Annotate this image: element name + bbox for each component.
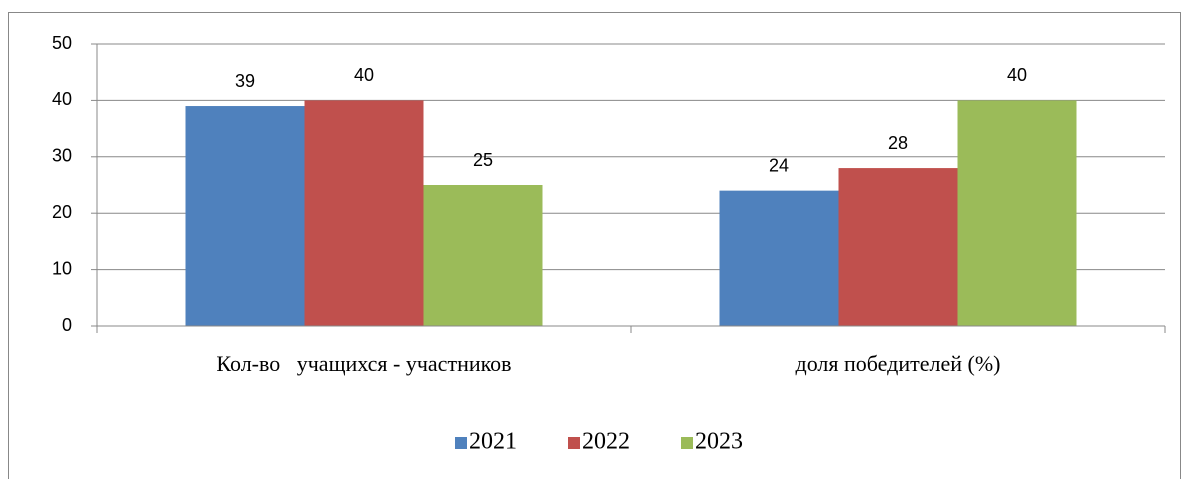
x-tick-label: Кол-во учащихся - участников [216, 351, 511, 376]
data-label: 40 [354, 65, 374, 85]
legend-swatch [455, 437, 467, 449]
y-tick-label: 20 [52, 202, 72, 222]
bar [304, 100, 424, 327]
data-label: 40 [1007, 65, 1027, 85]
x-tick-label: доля победителей (%) [796, 351, 1001, 376]
bar [957, 100, 1077, 327]
y-tick-label: 30 [52, 146, 72, 166]
data-label: 25 [473, 150, 493, 170]
legend-label: 2023 [695, 429, 743, 455]
legend-label: 2021 [469, 429, 517, 455]
y-tick-label: 0 [62, 315, 72, 335]
y-tick-label: 50 [52, 33, 72, 53]
y-tick-label: 10 [52, 258, 72, 278]
y-tick-label: 40 [52, 89, 72, 109]
data-label: 24 [769, 155, 789, 175]
bar [423, 185, 543, 326]
legend-swatch [568, 437, 580, 449]
bar [719, 190, 839, 326]
data-label: 28 [888, 133, 908, 153]
bar [185, 106, 305, 326]
legend-swatch [681, 437, 693, 449]
chart-frame [8, 12, 1181, 479]
data-label: 39 [235, 71, 255, 91]
bar [838, 168, 958, 326]
legend-label: 2022 [582, 429, 630, 455]
